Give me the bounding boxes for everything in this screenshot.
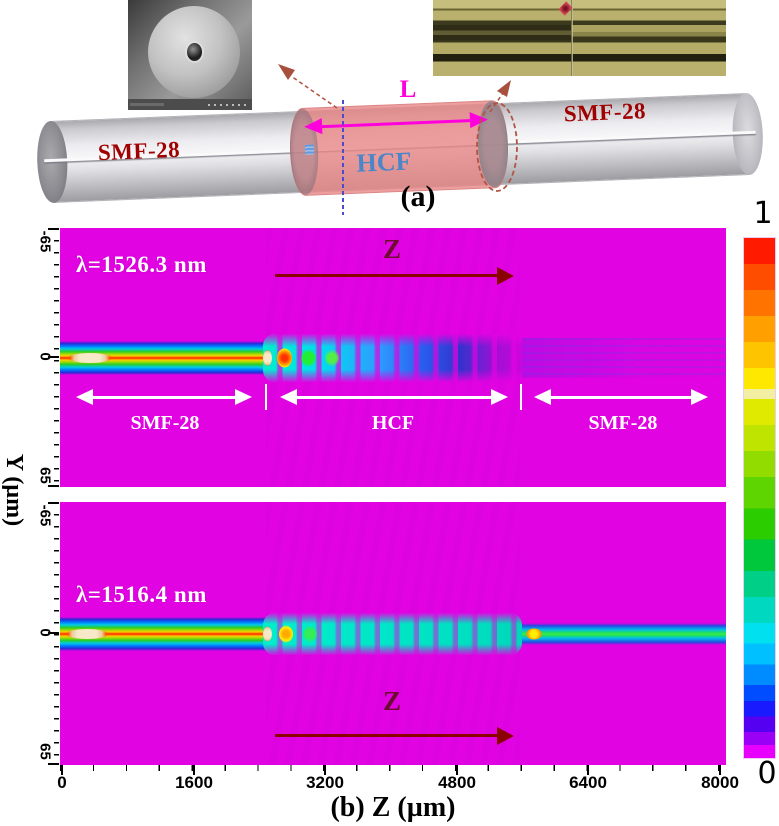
x-tick-label: 3200 [306,773,344,792]
region-separator [265,384,267,410]
beam-edge-fade [263,612,522,655]
y-tick-label: 65 [36,467,54,484]
green-lobe [325,349,339,366]
sem-caption-bar [128,99,252,110]
hcf-interference-beam [263,333,522,382]
smf-left-extent-arrow [84,396,244,399]
region-label-smf-left: SMF-28 [130,412,200,434]
y-major-tick [48,632,59,634]
hcf-side-stripes [433,0,571,76]
callout-right-arrowhead-icon [497,80,511,97]
smf-right-extent-arrow [542,396,700,399]
x-tick-label: 6400 [569,773,607,792]
y-major-tick [48,485,59,487]
colorbar-max-label: 1 [753,196,773,231]
annotation-overlay [278,64,518,215]
z-direction-arrow [275,274,507,277]
y-tick-label: -65 [36,504,54,527]
sem-cross-section-inset [128,0,252,110]
splice-line [570,0,573,76]
y-tick-label: 0 [36,628,54,637]
x-major-tick [587,765,589,775]
z-direction-arrow [275,734,507,737]
z-direction-label: Z [382,686,401,716]
y-tick-label: 65 [36,743,54,760]
hcf-interference-beam [263,612,522,655]
input-spot [66,628,108,639]
x-major-tick [61,765,63,775]
z-direction-label: Z [382,234,401,264]
hot-lobe [277,348,292,367]
panel-a-label: (a) [400,180,436,213]
y-tick-label: -65 [36,230,54,253]
wavelength-label: λ=1526.3 nm [76,252,207,277]
x-major-tick [719,765,721,775]
x-major-tick [456,765,458,775]
x-tick-label: 8000 [701,773,739,792]
y-tick-label: 0 [36,352,54,361]
x-tick-label: 0 [57,773,67,792]
wavelength-label: λ=1516.4 nm [76,582,207,607]
splice-micrograph-inset [433,0,726,76]
colorbar-min-label: 0 [757,756,777,791]
y-major-tick [48,502,59,504]
hcf-extent-arrow [288,396,500,399]
input-spot [68,352,112,363]
green-lobe [303,625,317,642]
colorbar [743,237,776,759]
callout-right-line [489,92,504,113]
interface-spot [263,349,272,366]
x-major-tick [193,765,195,775]
y-major-tick [48,228,59,230]
x-minor-ticks [60,765,722,771]
hollow-core-hole [187,43,202,61]
y-axis-label: Y (µm) [1,453,27,527]
x-tick-label: 1600 [175,773,213,792]
y-major-tick [48,763,59,765]
green-lobe [301,348,316,367]
x-tick-label: 4800 [438,773,476,792]
splice-dashed-ellipse [476,102,518,192]
region-separator [520,384,522,410]
heatmap-1526nm: λ=1526.3 nm Z SMF-28 HCF SMF-28 [60,228,726,487]
warm-lobe [279,625,293,642]
callout-left-arrowhead-icon [278,64,295,80]
output-residual-1526 [522,337,726,378]
x-major-tick [324,765,326,775]
heatmap-1516nm: λ=1516.4 nm Z [60,502,726,765]
region-label-smf-right: SMF-28 [588,412,658,434]
region-label-hcf: HCF [371,412,415,434]
output-beam-1516 [522,622,726,645]
x-axis-label: (b) Z (µm) [330,792,456,823]
y-major-tick [48,356,59,358]
length-label: L [399,76,417,103]
callout-left-line [290,75,338,109]
recoupling-spot [526,628,542,639]
interface-spot [263,626,272,641]
